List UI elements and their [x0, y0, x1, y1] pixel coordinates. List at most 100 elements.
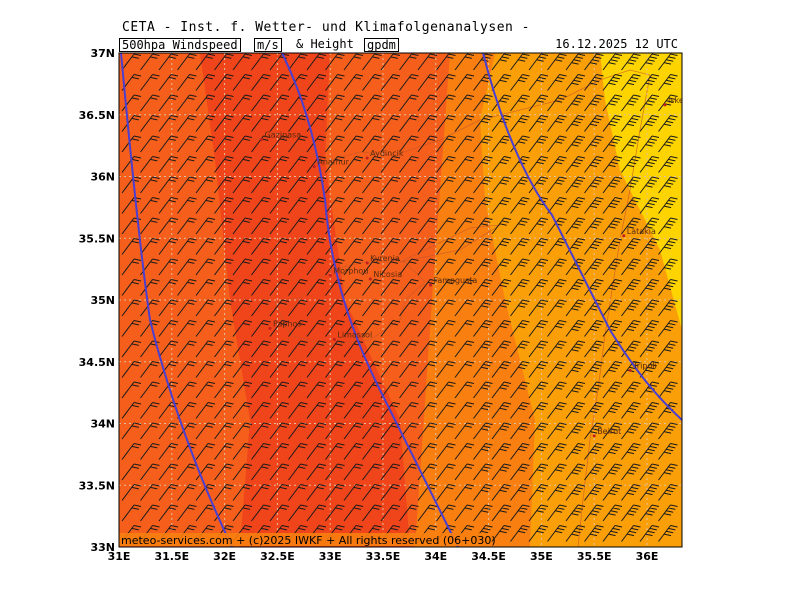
wind-barb: [343, 402, 364, 419]
wind-barb: [528, 176, 549, 194]
wind-barb: [251, 340, 271, 358]
wind-barb: [639, 320, 660, 337]
wind-barb: [473, 443, 493, 460]
wind-barb: [232, 402, 253, 419]
wind-barb: [214, 320, 234, 337]
wind-barb: [510, 340, 530, 358]
wind-barb: [251, 463, 271, 481]
wind-barb: [325, 94, 345, 112]
wind-barb: [417, 115, 438, 132]
wind-barb: [658, 135, 678, 153]
wind-barb: [269, 279, 290, 296]
wind-barb: [158, 217, 179, 235]
wind-barb: [177, 402, 197, 419]
wind-barb: [417, 238, 438, 255]
wind-barb: [454, 53, 475, 71]
wind-barb: [269, 340, 290, 358]
latitude-label: 35N: [90, 294, 115, 307]
wind-barb: [380, 156, 401, 173]
latitude-label: 34.5N: [79, 356, 115, 369]
wind-barb: [510, 443, 530, 460]
wind-barb: [251, 53, 271, 71]
wind-barb: [547, 299, 567, 317]
wind-barb: [510, 115, 530, 132]
wind-barb: [547, 504, 567, 522]
wind-barb: [251, 422, 271, 440]
wind-barb: [510, 135, 530, 153]
wind-barb: [510, 258, 530, 276]
wind-barb: [232, 381, 253, 399]
city-marker: [260, 137, 264, 141]
wind-barb: [140, 443, 160, 460]
wind-barb: [343, 463, 364, 481]
city-label: Iskenderun: [668, 96, 712, 105]
city-label: Gazipasa: [265, 130, 302, 139]
wind-barb: [602, 361, 623, 378]
wind-barb: [621, 340, 641, 358]
wind-barb: [214, 176, 234, 194]
wind-barb: [288, 156, 308, 173]
wind-barb: [510, 381, 530, 399]
wind-barb: [639, 238, 660, 255]
wind-barb: [195, 443, 216, 460]
wind-barb: [399, 176, 419, 194]
wind-barb: [251, 156, 271, 173]
wind-barb: [658, 504, 678, 522]
wind-barb: [214, 299, 234, 317]
wind-barb: [288, 320, 308, 337]
wind-barb: [343, 94, 364, 112]
wind-barb: [177, 361, 197, 378]
wind-barb: [528, 94, 549, 112]
wind-barb: [232, 463, 253, 481]
city-marker: [429, 283, 433, 287]
wind-barb: [528, 217, 549, 235]
wind-barb: [269, 443, 290, 460]
city-marker: [368, 277, 372, 281]
city-label: Limassol: [337, 331, 372, 340]
wind-barb: [380, 176, 401, 194]
wind-barb: [436, 176, 456, 194]
wind-barb: [621, 258, 641, 276]
wind-barb: [343, 156, 364, 173]
wind-barb: [436, 135, 456, 153]
height-contour-3: [482, 53, 682, 421]
wind-barb: [269, 197, 290, 214]
wind-barb: [565, 381, 586, 399]
city-label: Nicosia: [373, 270, 402, 279]
wind-barb: [491, 115, 512, 132]
wind-barb: [158, 156, 179, 173]
wind-barb: [584, 156, 604, 173]
wind-barb: [436, 258, 456, 276]
wind-barb: [399, 504, 419, 522]
wind-barb: [177, 484, 197, 501]
wind-barb: [510, 197, 530, 214]
wind-barb: [491, 74, 512, 91]
wind-barb: [121, 94, 142, 112]
wind-barb: [121, 422, 142, 440]
wind-barb: [473, 279, 493, 296]
wind-barbs: [121, 53, 678, 542]
wind-barb: [454, 279, 475, 296]
wind-barb: [269, 381, 290, 399]
wind-barb: [473, 176, 493, 194]
wind-barb: [362, 463, 382, 481]
longitude-label: 32E: [213, 550, 236, 563]
wind-barb: [565, 176, 586, 194]
latitude-label: 37N: [90, 47, 115, 60]
wind-barb: [639, 340, 660, 358]
wind-barb: [140, 484, 160, 501]
wind-barb: [491, 340, 512, 358]
wind-barb: [288, 279, 308, 296]
wind-barb: [454, 74, 475, 91]
wind-barb: [436, 361, 456, 378]
wind-barb: [158, 484, 179, 501]
wind-barb: [454, 361, 475, 378]
wind-barb: [214, 258, 234, 276]
wind-barb: [565, 238, 586, 255]
wind-barb: [639, 176, 660, 194]
wind-barb: [639, 197, 660, 214]
wind-barb: [251, 74, 271, 91]
wind-barb: [362, 258, 382, 276]
wind-barb: [325, 340, 345, 358]
wind-barb: [177, 258, 197, 276]
